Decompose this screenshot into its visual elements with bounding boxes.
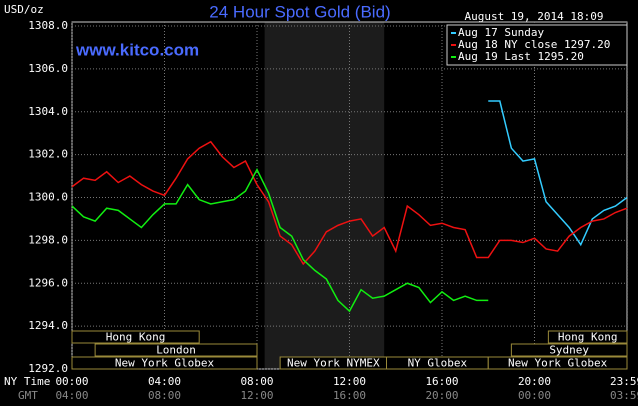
x2-tick-label: 03:59 [610, 389, 638, 402]
session-box [547, 330, 628, 344]
x2-tick-label: 12:00 [240, 389, 273, 402]
watermark: www.kitco.com [75, 40, 199, 59]
x2-tick-label: 08:00 [148, 389, 181, 402]
x-tick-label: 04:00 [148, 375, 181, 388]
y-tick-label: 1292.0 [28, 362, 68, 375]
y-tick-label: 1300.0 [28, 191, 68, 204]
x-tick-label: 08:00 [240, 375, 273, 388]
session-box [94, 343, 258, 357]
x2-axis-label: GMT [18, 389, 38, 402]
session-label: New York Globex [508, 357, 608, 370]
legend-label: Aug 18 NY close 1297.20 [458, 38, 610, 51]
legend-box [446, 24, 628, 66]
line-series [71, 140, 628, 266]
y-tick-label: 1298.0 [28, 233, 68, 246]
x-tick-label: 23:59 [610, 375, 638, 388]
x-tick-label: 12:00 [333, 375, 366, 388]
session-label: Sydney [549, 344, 589, 357]
x2-tick-label: 20:00 [425, 389, 458, 402]
y-tick-label: 1304.0 [28, 105, 68, 118]
legend-label: Aug 17 Sunday [458, 26, 544, 39]
timestamp: August 19, 2014 18:09 [464, 10, 603, 23]
y-tick-label: 1306.0 [28, 62, 68, 75]
session-label: London [156, 344, 196, 357]
x2-tick-label: 16:00 [333, 389, 366, 402]
session-box [487, 356, 628, 370]
session-label: Hong Kong [106, 331, 166, 344]
y-tick-label: 1294.0 [28, 319, 68, 332]
session-label: Hong Kong [558, 331, 618, 344]
chart-title: 24 Hour Spot Gold (Bid) [209, 2, 390, 21]
line-series [488, 100, 628, 247]
y-axis-label: USD/oz [4, 3, 44, 16]
session-label: NY Globex [408, 357, 468, 370]
session-label: New York Globex [115, 357, 215, 370]
legend-label: Aug 19 Last 1295.20 [458, 50, 584, 63]
session-label: New York NYMEX [287, 357, 380, 370]
y-tick-label: 1302.0 [28, 148, 68, 161]
session-box [510, 343, 628, 357]
x-tick-label: 00:00 [55, 375, 88, 388]
x-axis-label: NY Time [4, 375, 50, 388]
y-tick-label: 1296.0 [28, 276, 68, 289]
x2-tick-label: 04:00 [55, 389, 88, 402]
x2-tick-label: 00:00 [518, 389, 551, 402]
line-series [71, 167, 489, 313]
session-box [71, 330, 200, 344]
x-tick-label: 16:00 [425, 375, 458, 388]
session-box [71, 356, 258, 370]
y-tick-label: 1308.0 [28, 19, 68, 32]
shaded-span [264, 22, 385, 369]
x-tick-label: 20:00 [518, 375, 551, 388]
